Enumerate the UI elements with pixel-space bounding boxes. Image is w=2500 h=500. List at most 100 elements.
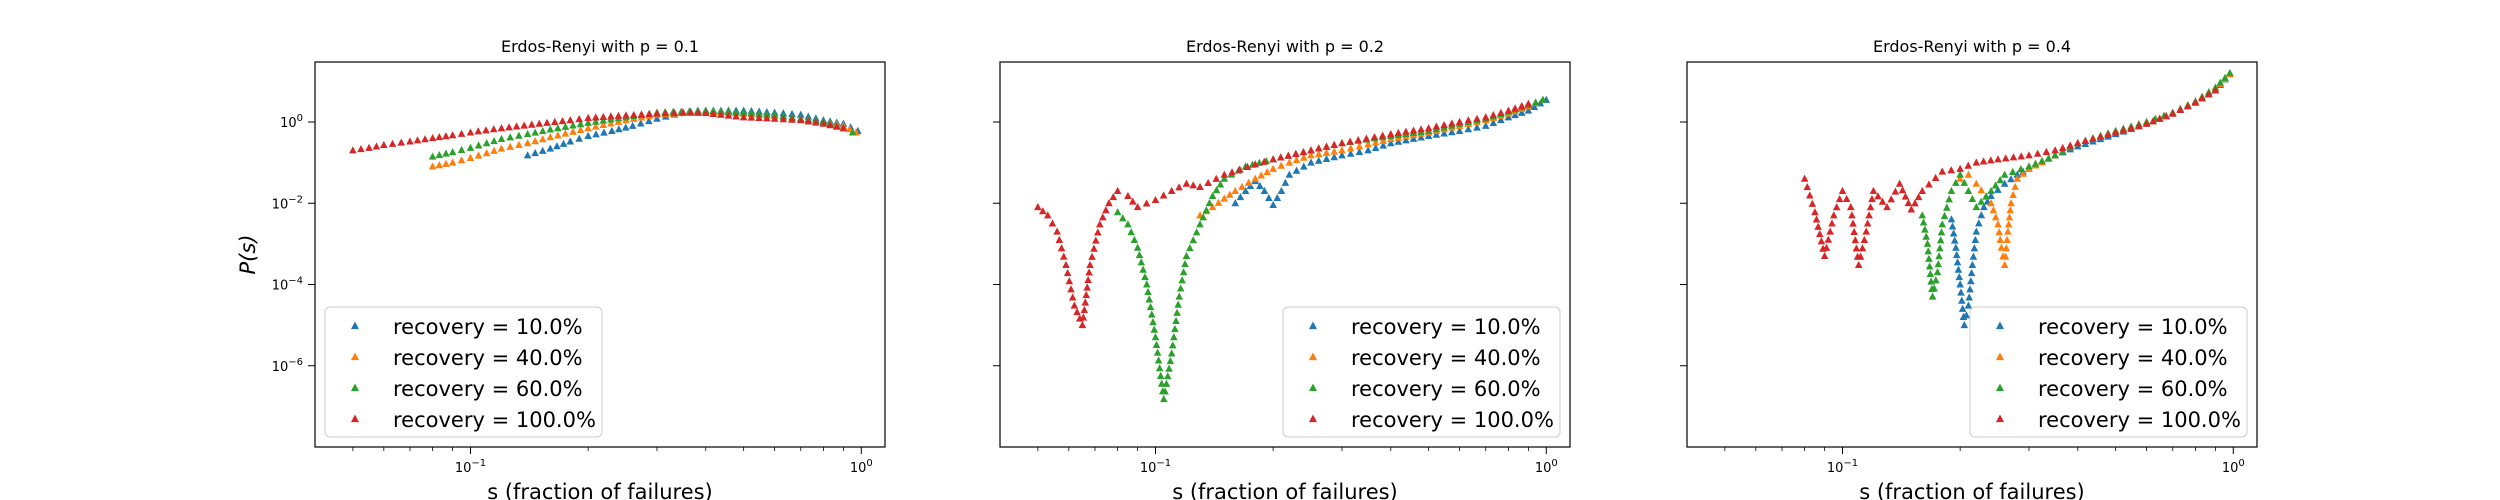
data-point <box>2000 179 2009 187</box>
data-point <box>2009 190 2017 199</box>
legend-marker <box>1308 352 1318 361</box>
data-point <box>561 129 570 137</box>
data-point <box>553 142 561 150</box>
y-tick-label: 10−6 <box>272 357 303 375</box>
data-point <box>1330 147 1338 155</box>
data-point <box>1964 161 1973 169</box>
data-point <box>1269 155 1277 163</box>
data-point <box>591 113 600 121</box>
data-point <box>2004 220 2013 228</box>
data-point <box>2155 114 2164 122</box>
chart-title: Erdos-Renyi with p = 0.1 <box>501 37 699 56</box>
legend-marker <box>1308 321 1318 330</box>
data-point <box>1835 194 1844 203</box>
legend-entry: recovery = 60.0% <box>1351 377 1541 401</box>
data-point <box>566 137 575 145</box>
data-point <box>1228 168 1236 176</box>
data-point <box>1919 218 1928 226</box>
data-point <box>1814 222 1822 230</box>
data-point <box>1856 252 1865 260</box>
data-point <box>1878 197 1887 205</box>
data-point <box>1260 157 1268 165</box>
data-point <box>1379 136 1388 144</box>
legend-entry: recovery = 60.0% <box>2038 377 2228 401</box>
data-point <box>1812 215 1821 223</box>
data-point <box>1811 208 1819 216</box>
x-tick-label: 100 <box>850 458 873 476</box>
data-point <box>1137 258 1146 266</box>
data-point <box>2042 147 2051 156</box>
data-point <box>1135 250 1144 259</box>
data-point <box>2211 86 2220 94</box>
data-point <box>1898 186 1907 194</box>
data-point <box>1972 202 1981 211</box>
legend-box <box>1282 306 1561 438</box>
y-tick-label: 10−4 <box>272 276 303 294</box>
data-point <box>2184 102 2192 110</box>
data-point <box>2002 244 2011 252</box>
data-point <box>1989 206 1998 214</box>
data-point <box>1838 186 1847 194</box>
data-point <box>1956 170 1964 178</box>
data-point <box>1432 122 1441 130</box>
data-point <box>1820 251 1829 260</box>
data-point <box>1189 181 1198 189</box>
series-3 <box>1918 68 2234 300</box>
data-point <box>1386 139 1395 147</box>
data-point <box>2005 213 2014 221</box>
data-point <box>1244 178 1253 186</box>
data-point <box>732 108 740 116</box>
data-point <box>1216 180 1225 188</box>
data-point <box>1947 186 1956 194</box>
data-point <box>1172 316 1180 325</box>
data-point <box>2013 170 2022 178</box>
data-point <box>1815 229 1824 238</box>
data-point <box>1082 290 1091 299</box>
data-point <box>435 161 444 169</box>
data-point <box>732 112 740 120</box>
data-point <box>2066 141 2075 149</box>
legend-entry: recovery = 10.0% <box>2038 315 2228 339</box>
data-point <box>1883 202 1891 211</box>
data-point <box>1285 170 1294 178</box>
data-point <box>1113 186 1122 194</box>
axes-frame <box>1686 61 2258 448</box>
data-point <box>1417 133 1425 141</box>
data-point <box>466 153 475 161</box>
data-point <box>1967 277 1975 285</box>
data-point <box>1800 174 1809 182</box>
data-point <box>584 118 592 126</box>
data-point <box>622 111 630 119</box>
data-point <box>457 145 466 154</box>
legend-entry: recovery = 40.0% <box>393 346 583 370</box>
data-point <box>1925 262 1934 270</box>
data-point <box>1455 117 1464 125</box>
data-point <box>2142 119 2151 127</box>
data-point <box>1966 285 1974 293</box>
data-point <box>1826 227 1834 235</box>
data-point <box>1171 324 1179 333</box>
data-point <box>1057 244 1066 252</box>
legend: recovery = 10.0% recovery = 40.0% recovery… <box>324 306 603 438</box>
data-point <box>1935 252 1943 260</box>
data-point <box>1848 211 1856 219</box>
legend-marker <box>1995 321 2005 330</box>
data-point <box>520 121 528 129</box>
data-point <box>1055 235 1064 243</box>
data-point <box>490 136 498 145</box>
data-point <box>2104 130 2112 138</box>
data-point <box>1489 118 1498 127</box>
data-point <box>1386 130 1395 138</box>
legend-entry: recovery = 10.0% <box>1351 315 1541 339</box>
data-point <box>413 136 422 144</box>
data-point <box>1073 308 1081 316</box>
data-point <box>1949 229 1958 237</box>
data-point <box>1059 252 1068 260</box>
data-point <box>2033 149 2042 157</box>
data-point <box>755 113 763 122</box>
data-point <box>448 158 457 166</box>
data-point <box>1265 193 1273 202</box>
data-point <box>796 116 805 124</box>
data-point <box>1330 153 1338 161</box>
data-point <box>1842 194 1851 203</box>
